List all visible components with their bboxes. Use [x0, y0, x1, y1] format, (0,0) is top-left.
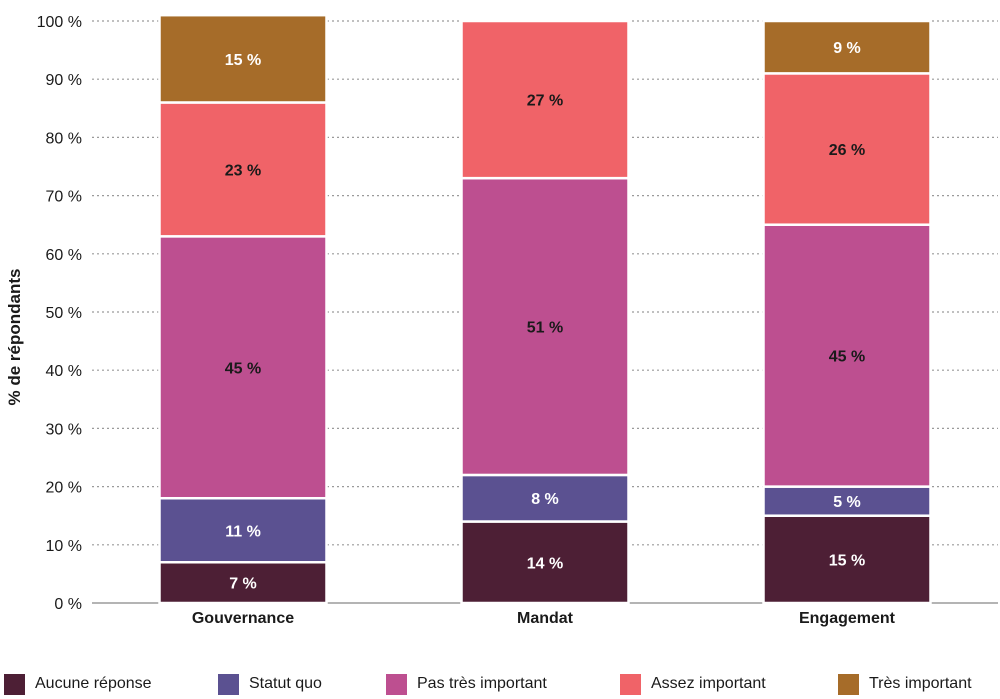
y-tick-label: 90 % [46, 72, 82, 89]
y-tick-label: 80 % [46, 130, 82, 147]
bar-segment [460, 473, 630, 523]
bar-data-label: 26 % [829, 142, 865, 159]
bar-segment [762, 223, 932, 488]
y-tick-label: 70 % [46, 189, 82, 206]
bar-segment [762, 485, 932, 517]
bar-data-label: 27 % [527, 93, 563, 110]
y-tick-label: 20 % [46, 480, 82, 497]
y-axis-label: % de répondants [5, 269, 24, 406]
legend-item: Très important [838, 670, 972, 698]
bar-segments [158, 13, 932, 605]
x-category-label: Mandat [517, 610, 574, 627]
bar-data-labels: 7 % 11 % 45 % 23 % 15 % 14 % 8 % 51 % 27 % 15 % 5 … [225, 40, 865, 592]
bar-segment [762, 72, 932, 226]
legend-label: Statut quo [249, 675, 322, 692]
bar-segment [158, 496, 328, 564]
legend-label: Pas très important [417, 675, 547, 692]
bar-segment [460, 176, 630, 477]
bar-data-label: 11 % [225, 523, 261, 540]
y-tick-label: 0 % [54, 596, 82, 613]
x-category-label: Engagement [799, 610, 896, 627]
bar-segment [460, 520, 630, 605]
bar-data-label: 45 % [829, 349, 865, 366]
bar-data-label: 8 % [531, 491, 559, 508]
bar-data-label: 14 % [527, 555, 563, 572]
y-axis-tick-labels: 0 % 10 % 20 % 30 % 40 % 50 % 60 % 70 % 80 % 90 % 1… [37, 14, 82, 613]
legend: Aucune réponse Statut quo Pas très importa… [0, 670, 1000, 698]
x-category-label: Gouvernance [192, 610, 294, 627]
bar-data-label: 23 % [225, 162, 261, 179]
legend-swatch [620, 673, 641, 695]
y-tick-label: 30 % [46, 421, 82, 438]
legend-label: Aucune réponse [35, 675, 152, 692]
y-tick-label: 100 % [37, 14, 82, 31]
y-tick-label: 60 % [46, 247, 82, 264]
y-tick-label: 10 % [46, 538, 82, 555]
legend-item: Pas très important [386, 670, 547, 698]
bar-segment [158, 13, 328, 104]
legend-item: Assez important [620, 670, 766, 698]
bar-data-label: 45 % [225, 360, 261, 377]
legend-label: Très important [869, 675, 972, 692]
legend-label: Assez important [651, 675, 766, 692]
bar-data-label: 7 % [229, 576, 257, 593]
legend-swatch [4, 673, 25, 695]
legend-swatch [386, 673, 407, 695]
bar-data-label: 15 % [829, 552, 865, 569]
y-tick-label: 50 % [46, 305, 82, 322]
bar-data-label: 51 % [527, 320, 563, 337]
legend-swatch [838, 673, 859, 695]
bar-data-label: 15 % [225, 52, 261, 69]
bar-segment [158, 561, 328, 605]
bar-segment [762, 19, 932, 75]
stacked-bar-chart: 0 % 10 % 20 % 30 % 40 % 50 % 60 % 70 % 80 % 90 % 1… [5, 13, 998, 627]
legend-swatch [218, 673, 239, 695]
x-axis-category-labels: Gouvernance Mandat Engagement [192, 610, 896, 627]
bar-segment [460, 19, 630, 180]
bar-data-label: 5 % [833, 494, 861, 511]
y-tick-label: 40 % [46, 363, 82, 380]
legend-item: Statut quo [218, 670, 322, 698]
bar-data-label: 9 % [833, 40, 861, 57]
legend-item: Aucune réponse [4, 670, 152, 698]
